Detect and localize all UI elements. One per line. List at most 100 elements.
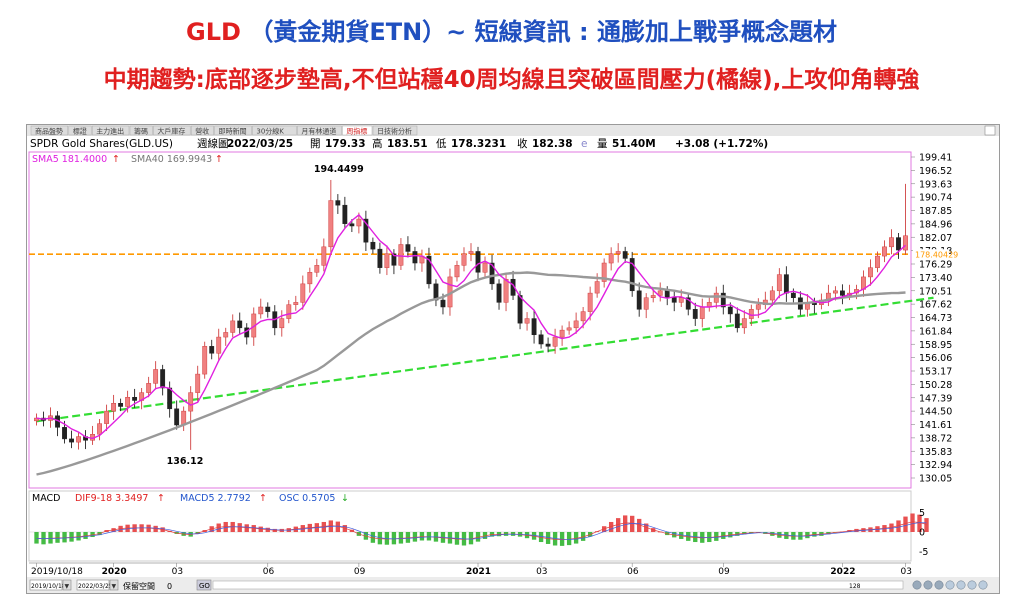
osc-bar xyxy=(34,532,39,544)
candle-body xyxy=(132,396,138,401)
candle-body xyxy=(657,290,663,296)
osc-bar xyxy=(76,532,81,541)
reserve-space-value[interactable]: 0 xyxy=(167,582,172,591)
go-button[interactable] xyxy=(196,579,212,591)
legend-sma40: SMA40 169.9943 xyxy=(131,154,212,165)
zoom-button-icon xyxy=(956,580,966,590)
macd-legend-macd5-arrow: ↑ xyxy=(259,493,267,504)
osc-bar xyxy=(545,532,551,544)
y-tick-label: 184.96 xyxy=(919,219,952,230)
macd-plot-area xyxy=(28,490,912,562)
toolbar-tab xyxy=(214,125,252,136)
toolbar-strip xyxy=(27,125,999,136)
candle-body xyxy=(545,343,551,347)
osc-bar xyxy=(419,532,425,541)
candle-body xyxy=(216,336,222,354)
y-tick-label: 150.28 xyxy=(919,380,952,391)
osc-bar xyxy=(48,532,53,544)
info-open: 179.33 xyxy=(325,138,366,150)
chevron-down-icon: ▼ xyxy=(112,583,117,590)
candle-body xyxy=(377,248,383,268)
info-high: 183.51 xyxy=(387,138,428,150)
toolbar-tab-label: 日技術分析 xyxy=(377,127,412,136)
toolbar-tab xyxy=(297,125,342,136)
candle-body xyxy=(405,244,411,252)
candle-body xyxy=(482,262,488,273)
osc-bar xyxy=(924,518,929,532)
toolbar-tab xyxy=(372,125,418,136)
candle-body xyxy=(713,292,719,303)
osc-bar xyxy=(623,515,628,532)
toolbar-tab-label: 即時新聞 xyxy=(219,127,247,136)
y-tick-label: 132.94 xyxy=(919,460,952,471)
y-tick-label: 164.73 xyxy=(919,313,952,324)
x-tick-label: 06 xyxy=(263,567,275,577)
osc-bar xyxy=(714,532,719,541)
info-low-label: 低 xyxy=(436,137,447,150)
zoom-button-icon xyxy=(912,580,922,590)
x-tick-label: 03 xyxy=(172,567,183,577)
window-control-icon[interactable] xyxy=(984,125,996,136)
zoom-controls[interactable] xyxy=(912,580,988,590)
title-text: （黃金期貨ETN）~ 短線資訊 : 通膨加上戰爭概念題材 xyxy=(249,18,837,46)
candle-body xyxy=(783,274,789,294)
osc-bar xyxy=(608,521,614,532)
macd-legend-macd5: MACD5 2.7792 xyxy=(180,493,251,504)
start-date-value: 2019/10/18 xyxy=(31,583,66,590)
legend-sma40-arrow: ↑ xyxy=(215,154,223,165)
go-button-label: GO xyxy=(199,582,210,590)
chart-title: GLD （黃金期貨ETN）~ 短線資訊 : 通膨加上戰爭概念題材 xyxy=(0,12,1023,47)
price-annotation: 136.12 xyxy=(167,456,204,467)
candle-body xyxy=(398,244,404,266)
osc-bar xyxy=(62,532,67,543)
y-tick-label: 147.39 xyxy=(919,393,952,404)
start-date-field[interactable] xyxy=(29,579,63,591)
zoom-button-icon xyxy=(967,580,977,590)
toolbar-tab-label: 商品盤勢 xyxy=(35,127,63,136)
candle-body xyxy=(195,373,201,393)
y-tick-label: 141.61 xyxy=(919,420,952,431)
toolbar-tab-label: 主力進出 xyxy=(96,127,124,136)
candle-body xyxy=(293,302,299,305)
info-low: 178.3231 xyxy=(451,138,506,150)
candle-body xyxy=(160,369,166,389)
candle-body xyxy=(307,272,313,285)
macd-legend-osc-arrow: ↓ xyxy=(341,493,349,504)
info-symbol: SPDR Gold Shares(GLD.US) xyxy=(30,138,173,150)
weekly-candlestick-chart[interactable]: 商品盤勢 標證 主力進出 籌碼 大戶庫存 營收 即時新聞 30分線K 月有林通道 周指標 日技術分析… xyxy=(27,125,999,593)
toolbar-tab xyxy=(342,125,373,136)
macd-line xyxy=(36,522,927,540)
end-date-field[interactable] xyxy=(76,579,110,591)
osc-bar xyxy=(55,532,60,543)
start-date-dropdown[interactable] xyxy=(62,579,72,591)
candle-body xyxy=(727,306,733,315)
candle-body xyxy=(461,253,467,266)
ma-legend: SMA5 181.4000 ↑ SMA40 169.9943 ↑ xyxy=(32,154,223,165)
candle-body xyxy=(209,346,215,354)
candle-body xyxy=(622,251,628,259)
candle-body xyxy=(454,265,460,278)
macd-legend-dif: DIF9-18 3.3497 xyxy=(75,493,148,504)
candle-body xyxy=(580,311,586,322)
candle-body xyxy=(840,290,845,296)
candle-body xyxy=(699,306,705,319)
y-tick-label: 176.29 xyxy=(919,260,952,271)
osc-bar xyxy=(426,532,432,541)
candle-body xyxy=(790,292,796,298)
candle-body xyxy=(468,251,474,255)
osc-bar xyxy=(370,532,376,543)
candle-body xyxy=(125,396,131,407)
osc-bar xyxy=(335,521,341,532)
x-tick-label: 09 xyxy=(718,567,730,577)
y-tick-label: 190.74 xyxy=(919,193,952,204)
toolbar-tab-label: 周指標 xyxy=(346,127,367,136)
candle-body xyxy=(503,278,509,303)
candle-body xyxy=(566,327,572,331)
end-date-dropdown[interactable] xyxy=(109,579,119,591)
y-tick-label: 187.85 xyxy=(919,206,952,217)
candle-body xyxy=(692,309,698,319)
candle-body xyxy=(321,246,327,266)
candle-body xyxy=(643,297,649,310)
candle-body xyxy=(328,200,334,248)
history-scrollbar[interactable] xyxy=(212,580,904,590)
